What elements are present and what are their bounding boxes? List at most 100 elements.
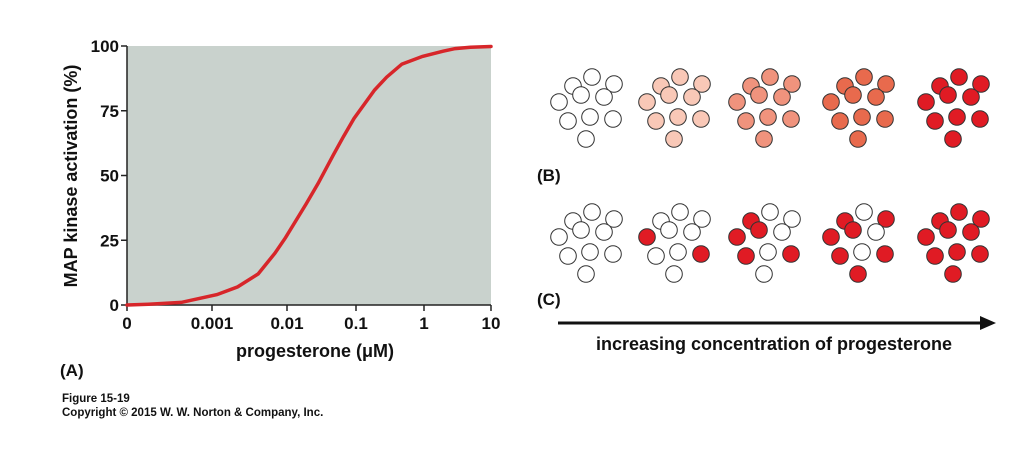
oocyte bbox=[822, 228, 840, 246]
oocyte bbox=[647, 247, 665, 265]
oocyte bbox=[660, 221, 678, 239]
oocyte bbox=[692, 245, 710, 263]
oocyte bbox=[917, 228, 935, 246]
oocyte bbox=[759, 243, 777, 261]
oocyte bbox=[950, 68, 968, 86]
oocyte bbox=[605, 210, 623, 228]
oocyte bbox=[692, 110, 710, 128]
oocyte bbox=[671, 203, 689, 221]
oocyte bbox=[559, 247, 577, 265]
oocyte bbox=[944, 265, 962, 283]
oocyte bbox=[728, 228, 746, 246]
oocyte bbox=[971, 110, 989, 128]
oocyte bbox=[581, 243, 599, 261]
panel-a-label: (A) bbox=[60, 361, 84, 380]
oocyte bbox=[950, 203, 968, 221]
oocyte bbox=[604, 110, 622, 128]
oocyte bbox=[750, 221, 768, 239]
oocyte bbox=[948, 108, 966, 126]
panel-b-label: (B) bbox=[537, 166, 561, 185]
x-tick-label: 10 bbox=[482, 314, 501, 333]
oocyte bbox=[728, 93, 746, 111]
y-tick-label: 100 bbox=[91, 37, 119, 56]
oocyte bbox=[855, 68, 873, 86]
panel-c-row bbox=[550, 203, 990, 283]
panel-b-oocyte-group bbox=[917, 68, 990, 148]
oocyte bbox=[750, 86, 768, 104]
oocyte bbox=[550, 93, 568, 111]
oocyte bbox=[853, 243, 871, 261]
oocyte bbox=[583, 203, 601, 221]
plot-area bbox=[127, 46, 491, 305]
oocyte bbox=[867, 223, 885, 241]
oocyte bbox=[783, 210, 801, 228]
oocyte bbox=[831, 247, 849, 265]
oocyte bbox=[948, 243, 966, 261]
oocyte bbox=[605, 75, 623, 93]
oocyte bbox=[971, 245, 989, 263]
arrow-label: increasing concentration of progesterone bbox=[596, 334, 952, 354]
oocyte bbox=[972, 75, 990, 93]
series-line bbox=[125, 44, 493, 307]
oocyte bbox=[660, 86, 678, 104]
oocyte bbox=[831, 112, 849, 130]
oocyte bbox=[577, 265, 595, 283]
y-tick-label: 75 bbox=[100, 102, 119, 121]
oocyte bbox=[759, 108, 777, 126]
oocyte bbox=[773, 223, 791, 241]
oocyte bbox=[638, 93, 656, 111]
panel-c-oocyte-group bbox=[728, 203, 801, 283]
oocyte bbox=[665, 130, 683, 148]
oocyte bbox=[962, 223, 980, 241]
oocyte bbox=[853, 108, 871, 126]
x-tick-label: 1 bbox=[419, 314, 428, 333]
oocyte bbox=[595, 88, 613, 106]
oocyte bbox=[572, 221, 590, 239]
oocyte bbox=[926, 112, 944, 130]
oocyte bbox=[849, 265, 867, 283]
oocyte bbox=[844, 221, 862, 239]
oocyte bbox=[559, 112, 577, 130]
panel-c-oocyte-group bbox=[638, 203, 711, 283]
oocyte bbox=[782, 245, 800, 263]
oocyte bbox=[604, 245, 622, 263]
oocyte bbox=[581, 108, 599, 126]
oocyte bbox=[761, 203, 779, 221]
oocyte bbox=[972, 210, 990, 228]
y-tick-label: 50 bbox=[100, 167, 119, 186]
oocyte bbox=[939, 221, 957, 239]
x-tick-label: 0.01 bbox=[270, 314, 303, 333]
oocyte bbox=[962, 88, 980, 106]
y-tick-label: 25 bbox=[100, 231, 119, 250]
panel-b-oocyte-group bbox=[728, 68, 801, 148]
panel-c-oocyte-group bbox=[917, 203, 990, 283]
y-axis-label: MAP kinase activation (%) bbox=[61, 65, 81, 288]
oocyte bbox=[877, 210, 895, 228]
oocyte bbox=[671, 68, 689, 86]
concentration-arrow-head bbox=[980, 316, 996, 330]
x-tick-label: 0.001 bbox=[191, 314, 234, 333]
panel-a-chart: 0 25 50 75 100 0 0.001 0.01 0.1 1 10 MAP kinase a… bbox=[60, 37, 500, 380]
oocyte bbox=[783, 75, 801, 93]
oocyte bbox=[638, 228, 656, 246]
oocyte bbox=[939, 86, 957, 104]
oocyte bbox=[849, 130, 867, 148]
y-tick-label: 0 bbox=[110, 296, 119, 315]
figure-number: Figure 15-19 bbox=[62, 393, 130, 405]
oocyte bbox=[583, 68, 601, 86]
x-axis-label: progesterone (μM) bbox=[236, 341, 394, 361]
oocyte bbox=[669, 108, 687, 126]
oocyte bbox=[876, 245, 894, 263]
oocyte bbox=[683, 88, 701, 106]
panel-c-oocyte-group bbox=[550, 203, 623, 283]
x-tick-label: 0 bbox=[122, 314, 131, 333]
panel-c-label: (C) bbox=[537, 290, 561, 309]
oocyte bbox=[855, 203, 873, 221]
oocyte bbox=[577, 130, 595, 148]
oocyte bbox=[693, 210, 711, 228]
oocyte bbox=[755, 265, 773, 283]
oocyte bbox=[550, 228, 568, 246]
x-tick-label: 0.1 bbox=[344, 314, 368, 333]
oocyte bbox=[917, 93, 935, 111]
